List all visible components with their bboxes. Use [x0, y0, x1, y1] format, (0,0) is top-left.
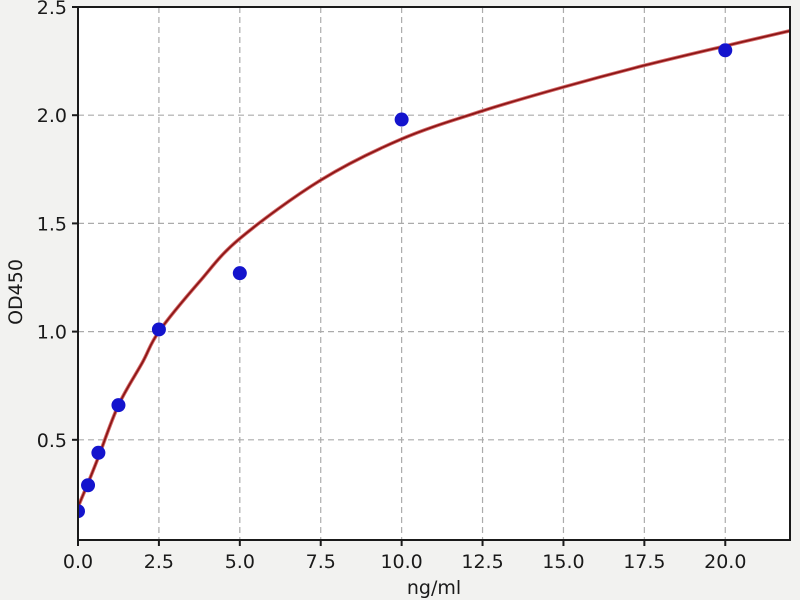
data-point: [111, 398, 126, 413]
x-tick-label: 2.5: [144, 551, 174, 573]
x-tick-label: 7.5: [306, 551, 336, 573]
data-point: [232, 266, 247, 281]
data-point: [78, 504, 85, 519]
y-tick-label: 1.5: [37, 213, 67, 235]
axes-spines: [77, 6, 791, 541]
x-tick-label: 0.0: [63, 551, 93, 573]
data-point: [91, 445, 106, 460]
y-tick-label: 2.0: [37, 105, 67, 127]
data-point: [718, 43, 733, 58]
data-point: [394, 112, 409, 127]
x-tick-label: 5.0: [225, 551, 255, 573]
x-tick-label: 12.5: [461, 551, 503, 573]
y-axis-label: OD450: [5, 259, 27, 325]
x-tick-label: 17.5: [623, 551, 665, 573]
y-tick-label: 1.0: [37, 322, 67, 344]
x-tick-label: 15.0: [542, 551, 584, 573]
x-tick-label: 20.0: [704, 551, 746, 573]
y-tick-label: 0.5: [37, 430, 67, 452]
y-tick-label: 2.5: [37, 0, 67, 19]
x-tick-label: 10.0: [380, 551, 422, 573]
x-axis-label: ng/ml: [406, 577, 462, 599]
fit-curve: [78, 29, 790, 508]
plot-background: [78, 7, 790, 540]
data-point: [151, 322, 166, 337]
data-point: [81, 478, 96, 493]
